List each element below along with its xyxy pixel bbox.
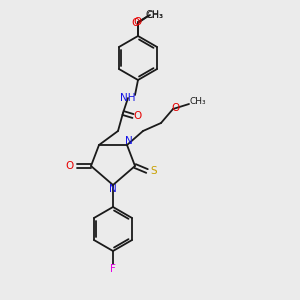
Text: CH₃: CH₃ bbox=[190, 98, 206, 106]
Text: S: S bbox=[151, 166, 157, 176]
Text: O: O bbox=[134, 17, 142, 27]
Text: O: O bbox=[132, 18, 140, 28]
Text: F: F bbox=[110, 264, 116, 274]
Text: CH₃: CH₃ bbox=[146, 10, 164, 20]
Text: N: N bbox=[125, 136, 133, 146]
Text: O: O bbox=[172, 103, 180, 113]
Text: N: N bbox=[109, 184, 117, 194]
Text: NH: NH bbox=[120, 93, 136, 103]
Text: O: O bbox=[133, 111, 141, 121]
Text: O: O bbox=[66, 161, 74, 171]
Text: CH₃: CH₃ bbox=[147, 11, 163, 20]
